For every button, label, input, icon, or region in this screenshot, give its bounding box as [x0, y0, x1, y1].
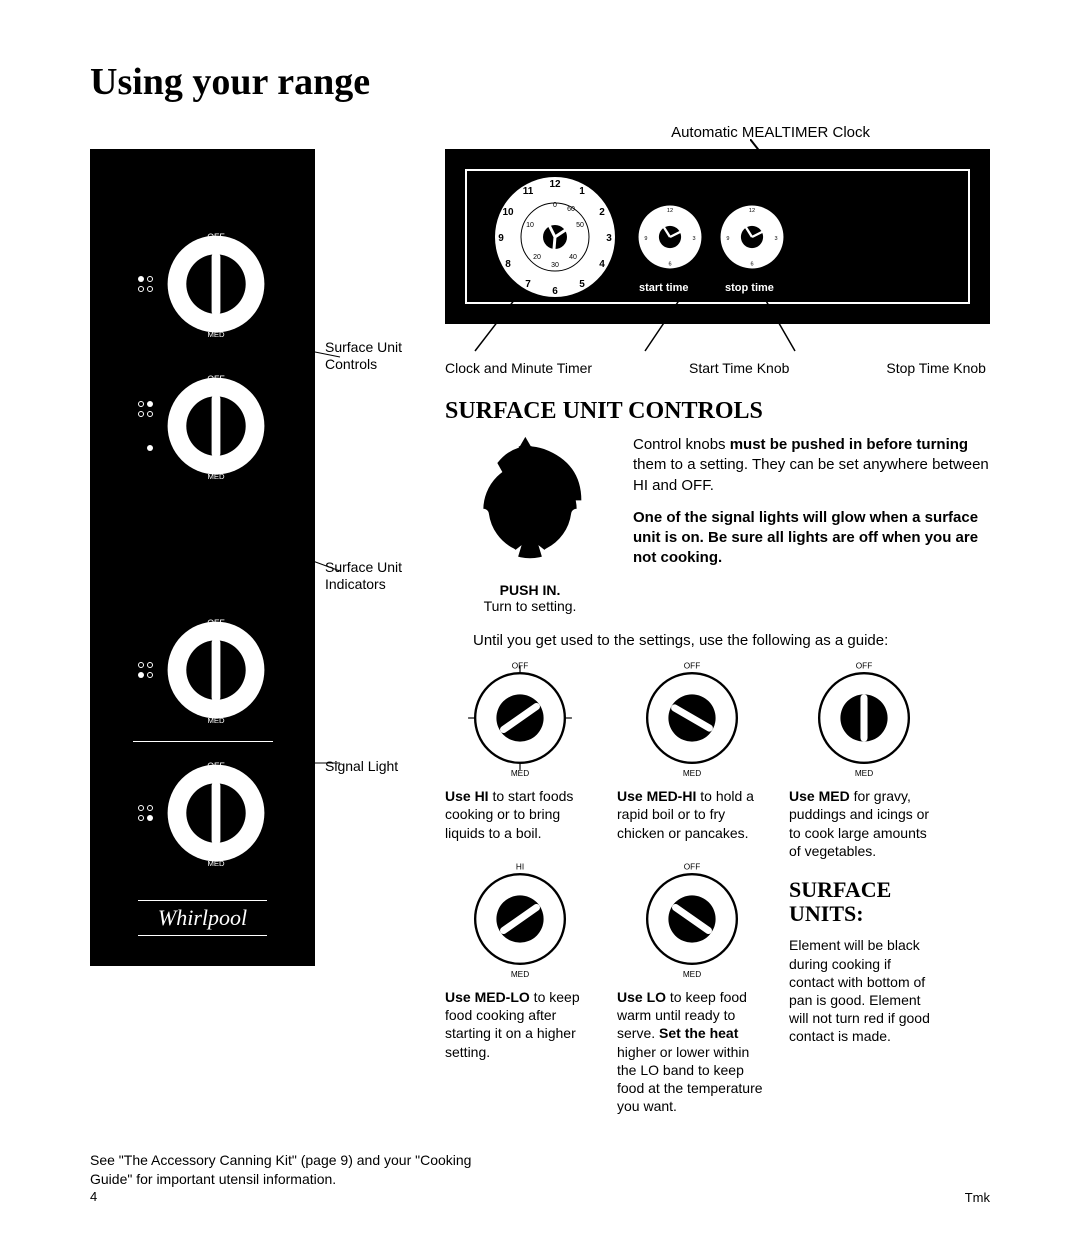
svg-text:MED: MED	[207, 330, 225, 339]
svg-text:12: 12	[667, 208, 673, 214]
svg-text:MED: MED	[683, 769, 701, 777]
surface-knob-icon: OFF MED	[161, 615, 271, 725]
surface-knob-icon: OFF MED	[161, 371, 271, 481]
controls-para-1: Control knobs must be pushed in before t…	[633, 435, 990, 496]
start-time-dial-icon: 12 3 6 9	[633, 200, 707, 274]
stop-time-dial-icon: 12 3 6 9	[715, 200, 789, 274]
svg-text:0: 0	[553, 202, 557, 209]
svg-text:12: 12	[749, 208, 755, 214]
svg-text:3: 3	[775, 235, 778, 241]
svg-text:MED: MED	[207, 472, 225, 481]
mealtimer-label: Automatic MEALTIMER Clock	[90, 124, 990, 141]
svg-text:4: 4	[599, 259, 605, 270]
svg-text:3: 3	[693, 235, 696, 241]
svg-text:MED: MED	[511, 970, 529, 978]
svg-text:12: 12	[549, 179, 561, 190]
start-knob-label: Start Time Knob	[689, 360, 789, 376]
surface-units-text: Element will be black during cooking if …	[789, 936, 939, 1045]
svg-text:6: 6	[668, 261, 671, 267]
svg-text:OFF: OFF	[207, 618, 225, 628]
svg-text:5: 5	[579, 279, 585, 290]
turn-to-setting-label: Turn to setting.	[484, 598, 577, 614]
page-title: Using your range	[90, 60, 990, 104]
controls-para-2: One of the signal lights will glow when …	[633, 508, 990, 569]
svg-text:OFF: OFF	[207, 232, 225, 242]
svg-text:40: 40	[569, 254, 577, 261]
lo-dial-icon: OFF MED	[633, 860, 751, 978]
footer-note: See "The Accessory Canning Kit" (page 9)…	[90, 1151, 510, 1189]
brand-logo: Whirlpool	[138, 900, 267, 936]
svg-text:OFF: OFF	[512, 661, 529, 670]
svg-text:20: 20	[533, 254, 541, 261]
surface-unit-controls-heading: SURFACE UNIT CONTROLS	[445, 398, 990, 425]
svg-text:MED: MED	[855, 769, 873, 777]
svg-text:OFF: OFF	[207, 761, 225, 771]
svg-text:HI: HI	[516, 862, 524, 871]
svg-text:3: 3	[606, 233, 612, 244]
guide-hi: Use HI to start foods cooking or to brin…	[445, 787, 595, 842]
start-time-caption: start time	[639, 282, 689, 294]
svg-text:OFF: OFF	[684, 862, 701, 871]
svg-text:30: 30	[551, 262, 559, 269]
guide-med: Use MED for gravy, puddings and icings o…	[789, 787, 939, 860]
svg-text:1: 1	[579, 186, 585, 197]
svg-text:2: 2	[599, 207, 605, 218]
svg-text:11: 11	[523, 186, 534, 197]
surface-units-heading: SURFACE UNITS:	[789, 878, 939, 926]
hi-dial-icon: OFF MED	[461, 659, 579, 777]
clock-minute-label: Clock and Minute Timer	[445, 360, 592, 376]
svg-text:OFF: OFF	[207, 374, 225, 384]
stop-knob-label: Stop Time Knob	[886, 360, 986, 376]
guide-medhi: Use MED-HI to hold a rapid boil or to fr…	[617, 787, 767, 842]
push-in-label: PUSH IN.	[500, 582, 561, 598]
guide-intro: Until you get used to the settings, use …	[473, 632, 990, 649]
svg-text:9: 9	[644, 235, 647, 241]
svg-text:OFF: OFF	[856, 661, 873, 670]
medlo-dial-icon: HI MED	[461, 860, 579, 978]
push-turn-diagram	[445, 435, 615, 580]
guide-lo: Use LO to keep food warm until ready to …	[617, 988, 767, 1115]
med-dial-icon: OFF MED	[805, 659, 923, 777]
stop-time-caption: stop time	[725, 282, 774, 294]
svg-text:7: 7	[525, 279, 531, 290]
guide-medlo: Use MED-LO to keep food cooking after st…	[445, 988, 595, 1061]
svg-text:50: 50	[576, 222, 584, 229]
svg-text:9: 9	[498, 233, 504, 244]
svg-text:MED: MED	[207, 859, 225, 868]
svg-text:60: 60	[567, 206, 575, 213]
svg-text:MED: MED	[511, 769, 529, 777]
medhi-dial-icon: OFF MED	[633, 659, 751, 777]
clock-panel-diagram: 1212 345 678 91011 05040 302010 60	[445, 149, 990, 324]
svg-text:6: 6	[750, 261, 753, 267]
svg-text:10: 10	[502, 207, 514, 218]
surface-knob-icon: OFF MED	[161, 229, 271, 339]
svg-text:OFF: OFF	[684, 661, 701, 670]
svg-text:MED: MED	[683, 970, 701, 978]
svg-text:10: 10	[526, 222, 534, 229]
clock-face-icon: 1212 345 678 91011 05040 302010 60	[485, 167, 625, 307]
surface-knob-icon: OFF MED	[161, 758, 271, 868]
svg-text:MED: MED	[207, 716, 225, 725]
svg-text:9: 9	[726, 235, 729, 241]
svg-text:8: 8	[505, 259, 511, 270]
svg-text:6: 6	[552, 286, 558, 297]
tmk-label: Tmk	[90, 1190, 990, 1205]
